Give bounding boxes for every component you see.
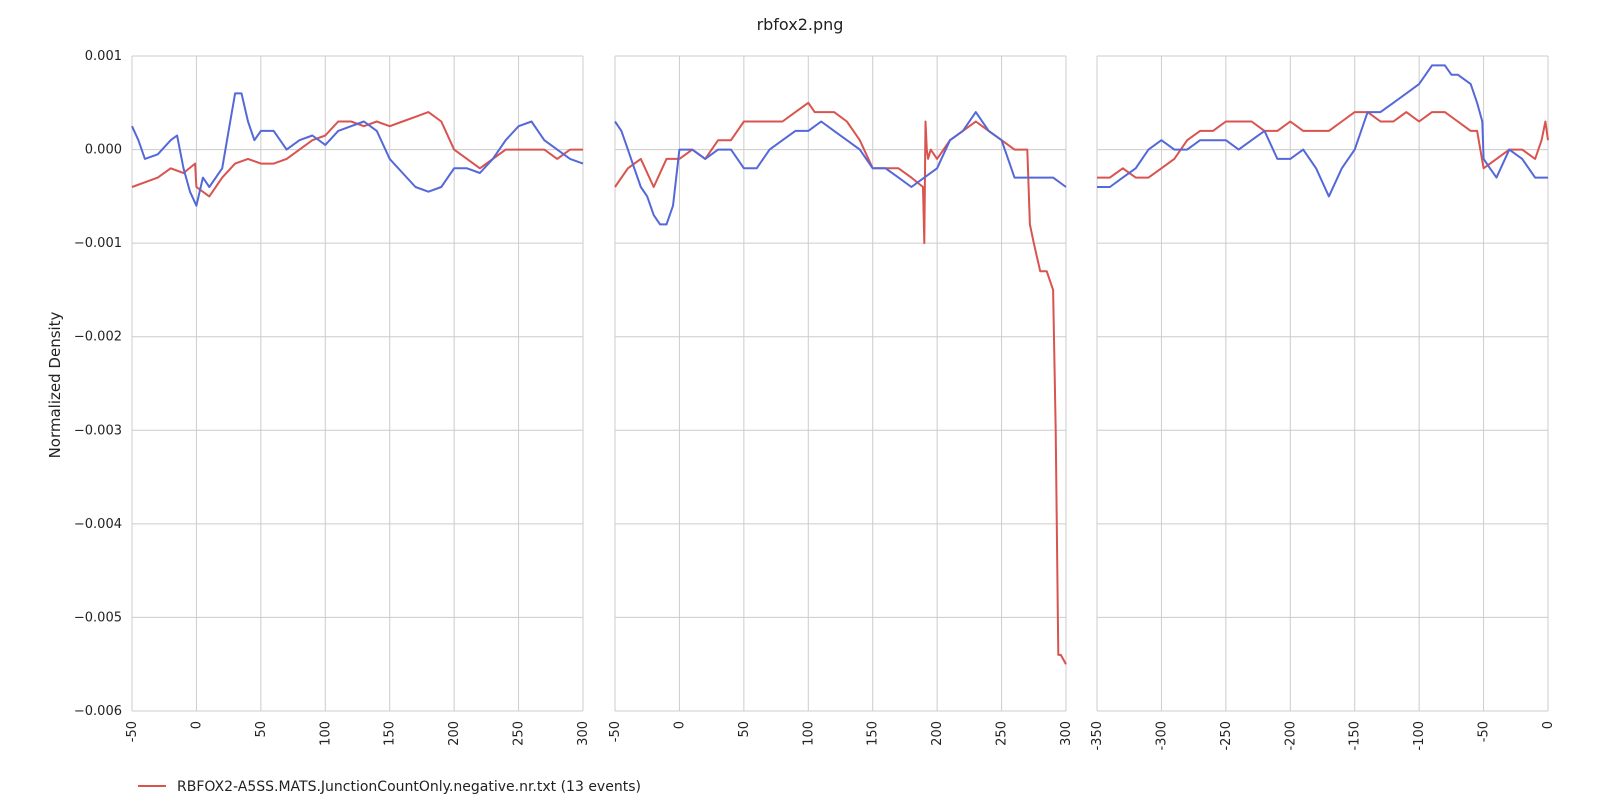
x-tick-label: 100 xyxy=(318,721,333,746)
x-tick-label: -50 xyxy=(125,721,140,742)
x-tick-label: -350 xyxy=(1090,721,1105,751)
y-tick-label: −0.002 xyxy=(74,330,122,345)
y-tick-label: −0.005 xyxy=(74,610,122,625)
x-tick-label: -250 xyxy=(1219,721,1234,751)
x-tick-label: 200 xyxy=(447,721,462,746)
x-tick-label: -100 xyxy=(1412,721,1427,751)
x-tick-label: 50 xyxy=(737,721,752,738)
y-tick-label: −0.003 xyxy=(74,423,122,438)
x-tick-label: 250 xyxy=(995,721,1010,746)
x-tick-label: 50 xyxy=(254,721,269,738)
x-tick-label: -50 xyxy=(608,721,623,742)
chart-panels: 0.001 0.000 −0.001 −0.002 −0.003 −0.004 −0.005… xyxy=(74,49,1556,751)
series-line-red xyxy=(614,101,1067,665)
x-tick-label: 0 xyxy=(672,721,687,729)
y-tick-label: 0.000 xyxy=(85,143,122,158)
x-tick-label: 300 xyxy=(576,721,591,746)
x-tick-label: 150 xyxy=(383,721,398,746)
series-line-blue xyxy=(1097,64,1548,198)
series-line-blue xyxy=(131,92,584,207)
chart-panel: -50 0 50 100 150 200 250 300 xyxy=(608,55,1074,746)
x-tick-label: 250 xyxy=(512,721,527,746)
x-tick-label: 100 xyxy=(801,721,816,746)
chart-panel: 0.001 0.000 −0.001 −0.002 −0.003 −0.004 −0.005… xyxy=(74,49,591,746)
y-tick-label: −0.006 xyxy=(74,704,122,719)
x-tick-label: 0 xyxy=(189,721,204,729)
series-line-red xyxy=(1097,111,1549,179)
x-tick-label: -200 xyxy=(1283,721,1298,751)
chart-title: rbfox2.png xyxy=(757,15,844,34)
legend-label: RBFOX2-A5SS.MATS.JunctionCountOnly.negat… xyxy=(177,779,641,795)
chart-legend: RBFOX2-A5SS.MATS.JunctionCountOnly.negat… xyxy=(138,779,641,795)
x-tick-label: -50 xyxy=(1477,721,1492,742)
x-tick-label: 150 xyxy=(866,721,881,746)
x-tick-label: -300 xyxy=(1154,721,1169,751)
y-axis-label: Normalized Density xyxy=(46,311,64,458)
x-tick-label: -150 xyxy=(1348,721,1363,751)
chart-panel: -350 -300 -250 -200 -150 -100 -50 0 xyxy=(1090,55,1556,751)
y-tick-label: −0.001 xyxy=(74,236,122,251)
x-tick-label: 300 xyxy=(1059,721,1074,746)
x-tick-label: 0 xyxy=(1541,721,1556,729)
y-tick-label: −0.004 xyxy=(74,517,122,532)
series-line-red xyxy=(131,111,583,198)
x-tick-label: 200 xyxy=(930,721,945,746)
y-tick-label: 0.001 xyxy=(85,49,122,64)
series-line-blue xyxy=(614,111,1067,226)
